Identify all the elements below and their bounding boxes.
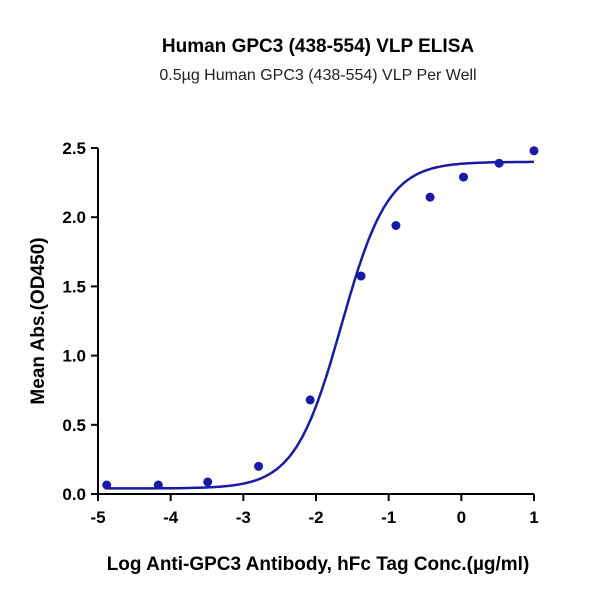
x-tick-label: -3 (236, 508, 251, 527)
fit-curve (105, 160, 534, 490)
data-point (102, 480, 112, 490)
chart-subtitle: 0.5µg Human GPC3 (438-554) VLP Per Well (159, 67, 476, 84)
data-point (391, 221, 401, 231)
y-tick-label: 0.5 (62, 416, 86, 435)
data-point (425, 192, 435, 202)
data-point (459, 172, 469, 182)
x-tick-label: 0 (457, 508, 466, 527)
data-point (254, 461, 264, 471)
y-tick-label: 1.5 (62, 277, 86, 296)
data-point (356, 271, 366, 281)
data-point (153, 480, 163, 490)
y-tick-label: 2.0 (62, 208, 86, 227)
data-point (203, 477, 213, 487)
x-tick-label: -1 (381, 508, 396, 527)
x-tick-label: 1 (529, 508, 538, 527)
y-tick-label: 1.0 (62, 347, 86, 366)
data-point (529, 146, 539, 156)
data-point (494, 158, 504, 168)
x-axis-label: Log Anti-GPC3 Antibody, hFc Tag Conc.(µg… (107, 554, 530, 575)
x-tick-label: -5 (90, 508, 105, 527)
y-axis-label: Mean Abs.(OD450) (28, 237, 49, 404)
chart-title: Human GPC3 (438-554) VLP ELISA (162, 36, 474, 57)
x-tick-label: -2 (308, 508, 323, 527)
data-point (305, 395, 315, 405)
y-tick-label: 2.5 (62, 139, 86, 158)
y-tick-label: 0.0 (62, 485, 86, 504)
x-tick-label: -4 (163, 508, 179, 527)
